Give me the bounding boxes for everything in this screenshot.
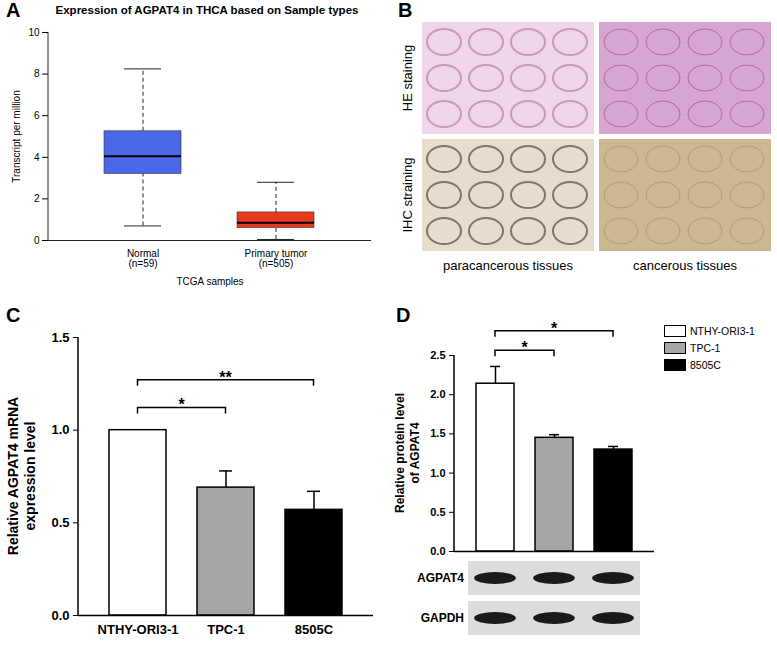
svg-text:1.0: 1.0 bbox=[51, 422, 69, 437]
html-text:8505C: 8505C bbox=[690, 359, 721, 371]
svg-text:0.5: 0.5 bbox=[430, 506, 445, 518]
svg-text:2: 2 bbox=[34, 193, 40, 204]
svg-text:NTHY-ORI3-1: NTHY-ORI3-1 bbox=[98, 622, 179, 637]
svg-text:*: * bbox=[178, 396, 185, 413]
svg-text:expression level: expression level bbox=[22, 422, 38, 531]
svg-text:0.0: 0.0 bbox=[430, 545, 445, 557]
html-text:Expression of AGPAT4 in THCA b: Expression of AGPAT4 in THCA based on Sa… bbox=[55, 4, 359, 16]
svg-text:Transcript per million: Transcript per million bbox=[11, 90, 22, 182]
svg-text:6: 6 bbox=[34, 110, 40, 121]
svg-text:GAPDH: GAPDH bbox=[421, 611, 464, 625]
svg-text:*: * bbox=[551, 320, 558, 337]
svg-text:cancerous tissues: cancerous tissues bbox=[633, 258, 738, 273]
svg-text:Primary tumor(n=505): Primary tumor(n=505) bbox=[245, 248, 308, 269]
svg-text:Normal(n=59): Normal(n=59) bbox=[127, 248, 159, 269]
svg-text:0: 0 bbox=[34, 235, 40, 246]
svg-text:IHC straining: IHC straining bbox=[400, 157, 415, 232]
svg-text:of AGPAT4: of AGPAT4 bbox=[408, 422, 422, 483]
svg-text:0.0: 0.0 bbox=[51, 608, 69, 623]
html-text:A: A bbox=[6, 0, 21, 21]
svg-text:**: ** bbox=[219, 369, 232, 386]
svg-text:TCGA samples: TCGA samples bbox=[176, 276, 243, 287]
html-text:B: B bbox=[398, 0, 413, 21]
html-text:C: C bbox=[6, 304, 21, 326]
svg-text:2.5: 2.5 bbox=[430, 349, 445, 361]
svg-text:10: 10 bbox=[28, 27, 40, 38]
html-text:D: D bbox=[396, 304, 411, 326]
svg-text:8: 8 bbox=[34, 68, 40, 79]
svg-text:8505C: 8505C bbox=[295, 622, 334, 637]
svg-text:4: 4 bbox=[34, 152, 40, 163]
svg-text:1.0: 1.0 bbox=[430, 467, 445, 479]
svg-text:Relative AGPAT4 mRNA: Relative AGPAT4 mRNA bbox=[5, 397, 21, 555]
svg-text:*: * bbox=[521, 339, 528, 356]
svg-text:TPC-1: TPC-1 bbox=[207, 622, 245, 637]
svg-text:0.5: 0.5 bbox=[51, 515, 69, 530]
svg-text:HE staining: HE staining bbox=[400, 45, 415, 111]
svg-text:paracancerous tissues: paracancerous tissues bbox=[443, 258, 574, 273]
html-text:TPC-1: TPC-1 bbox=[690, 342, 721, 354]
svg-text:1.5: 1.5 bbox=[430, 427, 445, 439]
svg-text:2.0: 2.0 bbox=[430, 388, 445, 400]
html-text:NTHY-ORI3-1: NTHY-ORI3-1 bbox=[690, 325, 755, 337]
svg-text:1.5: 1.5 bbox=[51, 330, 69, 345]
svg-text:Relative protein level: Relative protein level bbox=[393, 393, 407, 513]
svg-text:AGPAT4: AGPAT4 bbox=[417, 571, 464, 585]
